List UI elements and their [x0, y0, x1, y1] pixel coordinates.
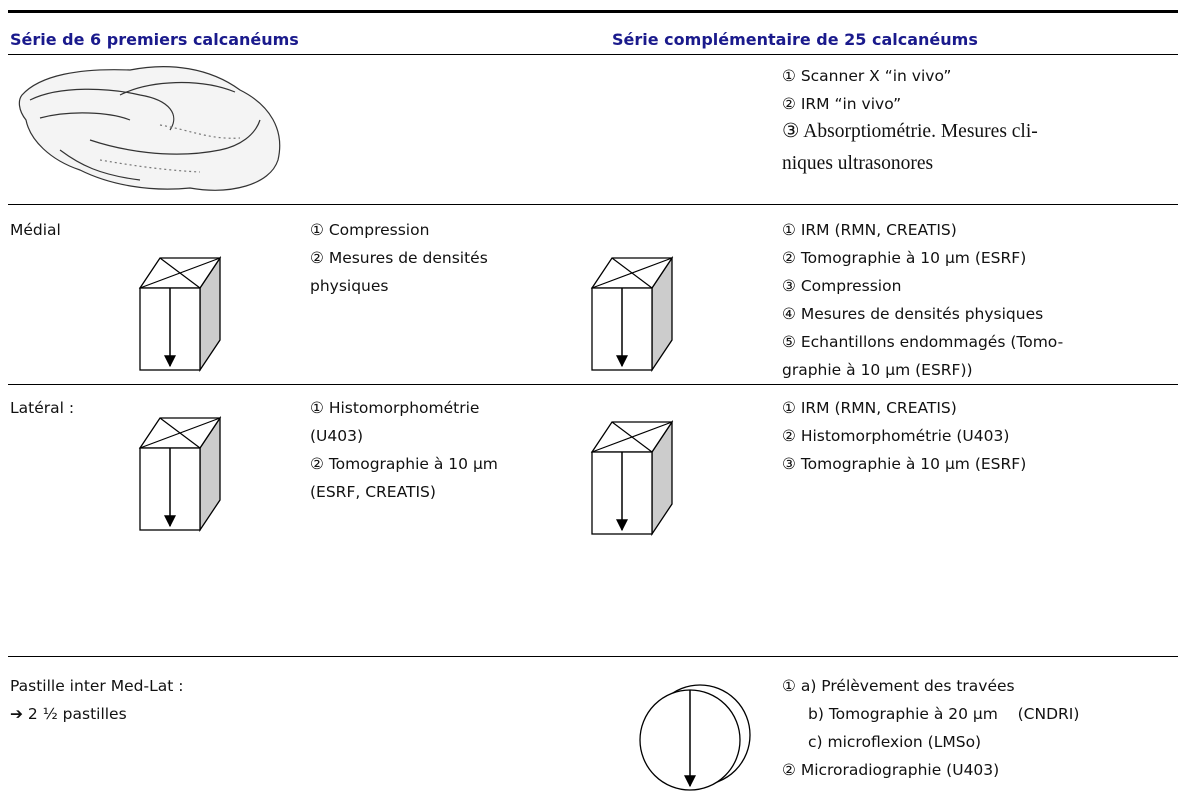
item: b) Tomographie à 20 µm (CNDRI)	[808, 705, 1080, 723]
cube-icon	[140, 258, 220, 370]
header-left: Série de 6 premiers calcanéums	[10, 30, 299, 49]
rule	[8, 384, 1178, 385]
disc-icon	[639, 684, 751, 791]
item: ③ Tomographie à 10 µm (ESRF)	[782, 455, 1027, 473]
item: niques ultrasonores	[782, 153, 934, 174]
item: ② Histomorphométrie (U403)	[782, 427, 1010, 445]
rule	[8, 204, 1178, 205]
item: ⑤ Echantillons endommagés (Tomo-	[782, 333, 1064, 351]
item: ② Tomographie à 10 µm	[310, 455, 498, 473]
cube-icon	[592, 258, 672, 370]
cube-icon	[140, 418, 220, 530]
item: ① IRM (RMN, CREATIS)	[782, 399, 957, 417]
item: ② IRM “in vivo”	[782, 95, 902, 113]
top-rule	[8, 10, 1178, 13]
item: graphie à 10 µm (ESRF))	[782, 361, 973, 379]
item: ③ Absorptiométrie. Mesures cli-	[782, 121, 1038, 142]
row-label: Latéral :	[10, 399, 75, 417]
rule	[8, 54, 1178, 55]
item: c) microflexion (LMSo)	[808, 733, 982, 751]
cube-icon	[592, 422, 672, 534]
item: (ESRF, CREATIS)	[310, 483, 436, 501]
item: ③ Compression	[782, 277, 902, 295]
row-label: Pastille inter Med-Lat :	[10, 677, 184, 695]
item: ① Histomorphométrie	[310, 399, 480, 417]
row-sublabel: ➔ 2 ½ pastilles	[10, 705, 127, 723]
item: ② Mesures de densités	[310, 249, 488, 267]
item: ① Scanner X “in vivo”	[782, 67, 952, 85]
item: ② Microradiographie (U403)	[782, 761, 1000, 779]
item: ① Compression	[310, 221, 430, 239]
item: ① a) Prélèvement des travées	[782, 677, 1015, 695]
item: ④ Mesures de densités physiques	[782, 305, 1044, 323]
item: (U403)	[310, 427, 364, 445]
bone-sketch	[18, 66, 281, 191]
item: physiques	[310, 277, 389, 295]
item: ② Tomographie à 10 µm (ESRF)	[782, 249, 1027, 267]
item: ① IRM (RMN, CREATIS)	[782, 221, 957, 239]
rule	[8, 656, 1178, 657]
row-label: Médial	[10, 221, 61, 239]
header-right: Série complémentaire de 25 calcanéums	[612, 30, 978, 49]
